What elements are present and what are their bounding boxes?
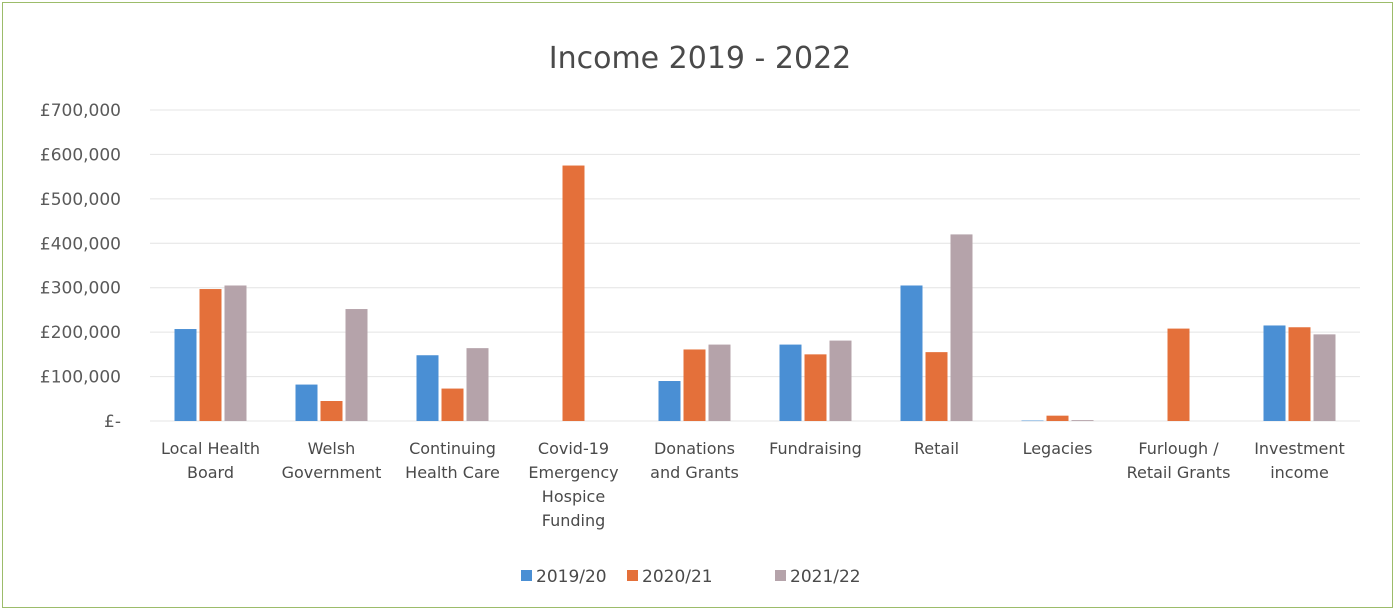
x-category-line: Covid-19 — [538, 439, 609, 458]
y-tick-label: £400,000 — [40, 234, 121, 254]
bar — [345, 309, 368, 421]
legend-swatch — [775, 570, 786, 581]
y-tick-label: £700,000 — [40, 101, 121, 121]
x-category-label: Covid-19 Emergency Hospice Funding — [528, 439, 618, 530]
x-category-label: Welsh Government — [282, 439, 382, 482]
legend-label: 2019/20 — [536, 567, 607, 587]
bar — [295, 384, 318, 421]
bar — [683, 349, 706, 421]
y-tick-label: £200,000 — [40, 323, 121, 343]
bar — [1071, 420, 1094, 421]
x-category-line: income — [1270, 463, 1329, 482]
y-axis-ticks: £- £100,000 £200,000 £300,000 £400,000 £500,0… — [40, 101, 121, 432]
bar — [779, 344, 802, 421]
x-category-line: Board — [187, 463, 234, 482]
x-category-line: Welsh — [308, 439, 356, 458]
bar — [1046, 415, 1069, 421]
x-category-line: Health Care — [405, 463, 500, 482]
x-category-line: Hospice — [542, 487, 605, 506]
x-category-line: Emergency — [528, 463, 618, 482]
bar — [658, 381, 681, 421]
y-tick-label: £500,000 — [40, 190, 121, 210]
bar — [1021, 420, 1044, 422]
legend-swatch — [521, 570, 532, 581]
legend-label: 2020/21 — [642, 567, 713, 587]
x-category-line: Government — [282, 463, 382, 482]
bar — [1263, 325, 1286, 421]
x-category-line: Retail — [914, 439, 959, 458]
x-category-line: and Grants — [650, 463, 739, 482]
bar — [199, 289, 222, 421]
x-category-label: Legacies — [1023, 439, 1093, 458]
x-category-line: Furlough / — [1138, 439, 1219, 458]
bar — [1313, 334, 1336, 421]
bar — [562, 165, 585, 421]
chart-title: Income 2019 - 2022 — [549, 41, 852, 76]
bar — [829, 340, 852, 421]
y-tick-label: £600,000 — [40, 145, 121, 165]
bar — [441, 388, 464, 421]
legend: 2019/20 2020/21 2021/22 — [521, 567, 861, 587]
x-category-line: Continuing — [409, 439, 496, 458]
bar — [1288, 327, 1311, 421]
legend-swatch — [627, 570, 638, 581]
x-category-line: Funding — [542, 511, 606, 530]
y-tick-label: £300,000 — [40, 279, 121, 299]
x-category-label: Retail — [914, 439, 959, 458]
bar — [708, 344, 731, 421]
bar — [174, 329, 197, 421]
bar — [804, 354, 827, 421]
x-category-label: Local Health Board — [161, 439, 260, 482]
x-category-line: Investment — [1254, 439, 1345, 458]
x-category-line: Fundraising — [769, 439, 862, 458]
x-category-line: Local Health — [161, 439, 260, 458]
x-axis-categories: Local Health Board Welsh Government Continui… — [161, 439, 1345, 530]
x-category-label: Furlough / Retail Grants — [1127, 439, 1231, 482]
x-category-label: Fundraising — [769, 439, 862, 458]
bar — [1167, 328, 1190, 421]
x-category-label: Continuing Health Care — [405, 439, 500, 482]
x-category-line: Legacies — [1023, 439, 1093, 458]
x-category-label: Donations and Grants — [650, 439, 739, 482]
x-category-line: Donations — [654, 439, 735, 458]
bar — [416, 355, 439, 421]
x-category-line: Retail Grants — [1127, 463, 1231, 482]
bar — [900, 285, 923, 421]
legend-label: 2021/22 — [790, 567, 861, 587]
y-tick-label: £100,000 — [40, 368, 121, 388]
bar — [320, 401, 343, 421]
bars — [174, 165, 1336, 422]
x-category-label: Investment income — [1254, 439, 1345, 482]
bar — [950, 234, 973, 421]
bar — [224, 285, 247, 421]
bar — [925, 352, 948, 421]
y-tick-label: £- — [104, 412, 121, 432]
bar — [466, 348, 489, 421]
